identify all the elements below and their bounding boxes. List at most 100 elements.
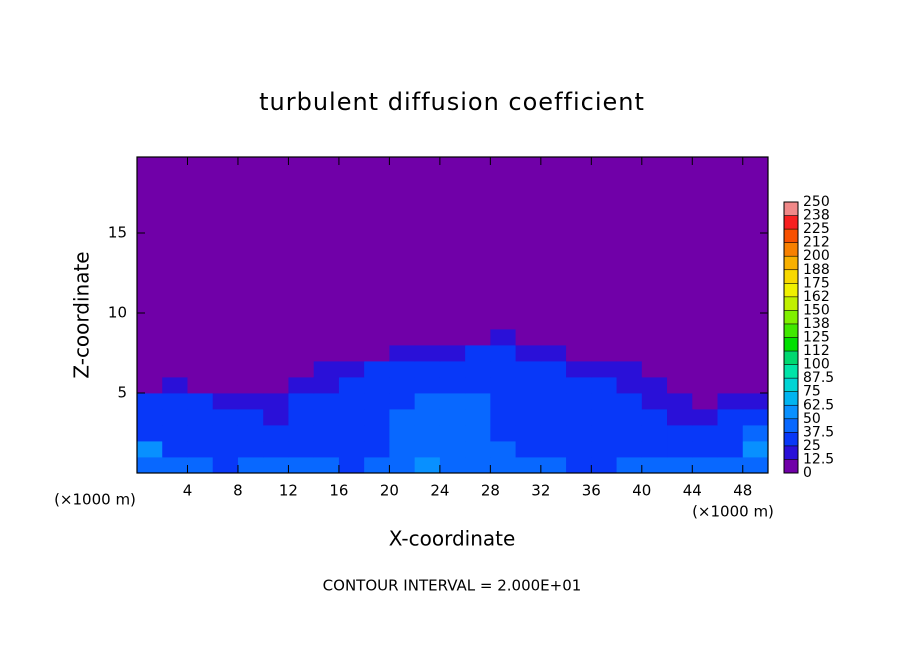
heat-cell [465, 345, 491, 362]
heat-cell [692, 361, 718, 378]
heat-cell [465, 361, 491, 378]
colorbar-band [784, 378, 798, 392]
colorbar-label: 138 [803, 316, 830, 332]
heat-cell [566, 393, 592, 410]
heat-cell [667, 393, 693, 410]
heat-cell [187, 393, 214, 410]
heat-cell [187, 457, 214, 474]
heat-cell [591, 457, 617, 474]
heat-cell [364, 361, 390, 378]
x-tick-label: 28 [481, 482, 500, 500]
colorbar-label: 37.5 [803, 424, 834, 440]
heat-cell [591, 393, 617, 410]
heat-cell [414, 313, 441, 330]
heat-cell [263, 329, 289, 346]
heat-cell [263, 361, 289, 378]
colorbar-label: 25 [803, 438, 821, 454]
heat-cell [212, 409, 239, 426]
colorbar-band [784, 242, 798, 257]
heat-cell [490, 393, 516, 410]
heat-cell [616, 329, 643, 346]
heat-cell [641, 313, 668, 330]
heat-cell [414, 457, 441, 474]
colorbar-band [784, 459, 798, 473]
heat-cell [439, 425, 466, 442]
heat-cell [616, 457, 643, 474]
heat-cell [313, 425, 340, 442]
heat-cell [212, 345, 239, 362]
heat-cell [667, 457, 693, 474]
heat-cell [137, 329, 163, 346]
heat-cell [162, 345, 188, 362]
heat-cell [566, 441, 592, 458]
heat-cell [338, 329, 365, 346]
heat-cell [742, 313, 769, 330]
heat-cell [389, 409, 416, 426]
colorbar-band [784, 202, 798, 216]
heat-cell [389, 441, 416, 458]
heat-cell [490, 377, 516, 394]
heat-cell [313, 361, 340, 378]
heat-cell [717, 329, 744, 346]
heat-cell [717, 361, 744, 378]
heat-cell [616, 425, 643, 442]
heat-cell [389, 377, 416, 394]
heat-cell [288, 441, 315, 458]
heat-cell [465, 441, 491, 458]
heat-cell [263, 345, 289, 362]
heat-cell [717, 425, 744, 442]
heat-cell [212, 393, 239, 410]
heat-cell [263, 409, 289, 426]
heat-cell [212, 329, 239, 346]
heat-cell [162, 313, 188, 330]
heat-cell [692, 329, 718, 346]
colorbar-band [784, 351, 798, 365]
colorbar-band [784, 405, 798, 419]
heat-cell [137, 377, 163, 394]
colorbar-band [784, 391, 798, 406]
colorbar-label: 75 [803, 384, 821, 400]
colorbar-band [784, 432, 798, 446]
heat-cell [616, 409, 643, 426]
heat-cell [742, 441, 769, 458]
heat-cell [641, 457, 668, 474]
colorbar-label: 125 [803, 330, 830, 346]
heat-cell [742, 393, 769, 410]
heat-cell [338, 361, 365, 378]
heat-cell [641, 329, 668, 346]
heat-cell [566, 457, 592, 474]
heat-cell [137, 441, 163, 458]
heat-cell [540, 345, 567, 362]
colorbar-label: 112 [803, 343, 830, 359]
heat-cell [692, 313, 718, 330]
heat-cell [338, 457, 365, 474]
heat-cell [717, 457, 744, 474]
heat-cell [641, 441, 668, 458]
heat-cell [439, 377, 466, 394]
x-tick-label: 44 [683, 482, 702, 500]
heat-cell [237, 329, 264, 346]
x-tick-label: 16 [329, 482, 348, 500]
heat-cell [465, 393, 491, 410]
heat-cell [566, 345, 592, 362]
heat-cell [414, 361, 441, 378]
heat-cell [566, 409, 592, 426]
heat-cell [137, 345, 163, 362]
colorbar-label: 0 [803, 465, 812, 481]
heat-cell [364, 377, 390, 394]
heat-cell [439, 313, 466, 330]
colorbar-label: 12.5 [803, 451, 834, 467]
heat-cell [313, 441, 340, 458]
x-tick-label: 20 [380, 482, 399, 500]
colorbar-band [784, 364, 798, 379]
heat-cell [162, 361, 188, 378]
heat-cell [591, 425, 617, 442]
heat-cell [641, 345, 668, 362]
heat-cell [237, 313, 264, 330]
heat-cell [667, 441, 693, 458]
y-tick-label: 15 [108, 224, 127, 242]
colorbar-band [784, 229, 798, 243]
heat-cell [187, 441, 214, 458]
heat-cell [237, 377, 264, 394]
